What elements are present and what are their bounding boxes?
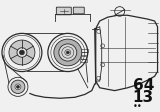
Bar xyxy=(81,56,86,59)
Circle shape xyxy=(20,50,24,55)
Circle shape xyxy=(15,84,21,90)
Bar xyxy=(81,52,87,55)
Text: 64: 64 xyxy=(133,78,154,93)
Circle shape xyxy=(59,44,77,61)
Circle shape xyxy=(66,51,69,54)
Text: ••: •• xyxy=(133,102,142,111)
Circle shape xyxy=(9,40,35,65)
Circle shape xyxy=(54,39,82,66)
FancyBboxPatch shape xyxy=(73,7,84,14)
Circle shape xyxy=(17,48,27,57)
Bar xyxy=(80,49,88,52)
Bar xyxy=(80,59,87,62)
FancyBboxPatch shape xyxy=(56,7,71,15)
Circle shape xyxy=(11,80,25,94)
Circle shape xyxy=(16,85,20,88)
Text: 13: 13 xyxy=(133,90,154,105)
